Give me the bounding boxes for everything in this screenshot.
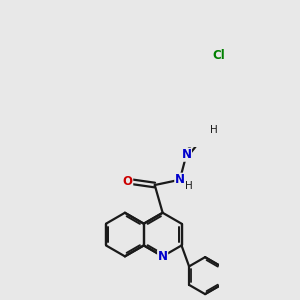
Text: O: O [123, 175, 133, 188]
Text: N: N [182, 148, 191, 161]
Text: Cl: Cl [212, 49, 225, 62]
Text: H: H [185, 181, 193, 191]
Text: N: N [175, 173, 185, 186]
Text: H: H [210, 124, 218, 135]
Text: N: N [158, 250, 168, 263]
